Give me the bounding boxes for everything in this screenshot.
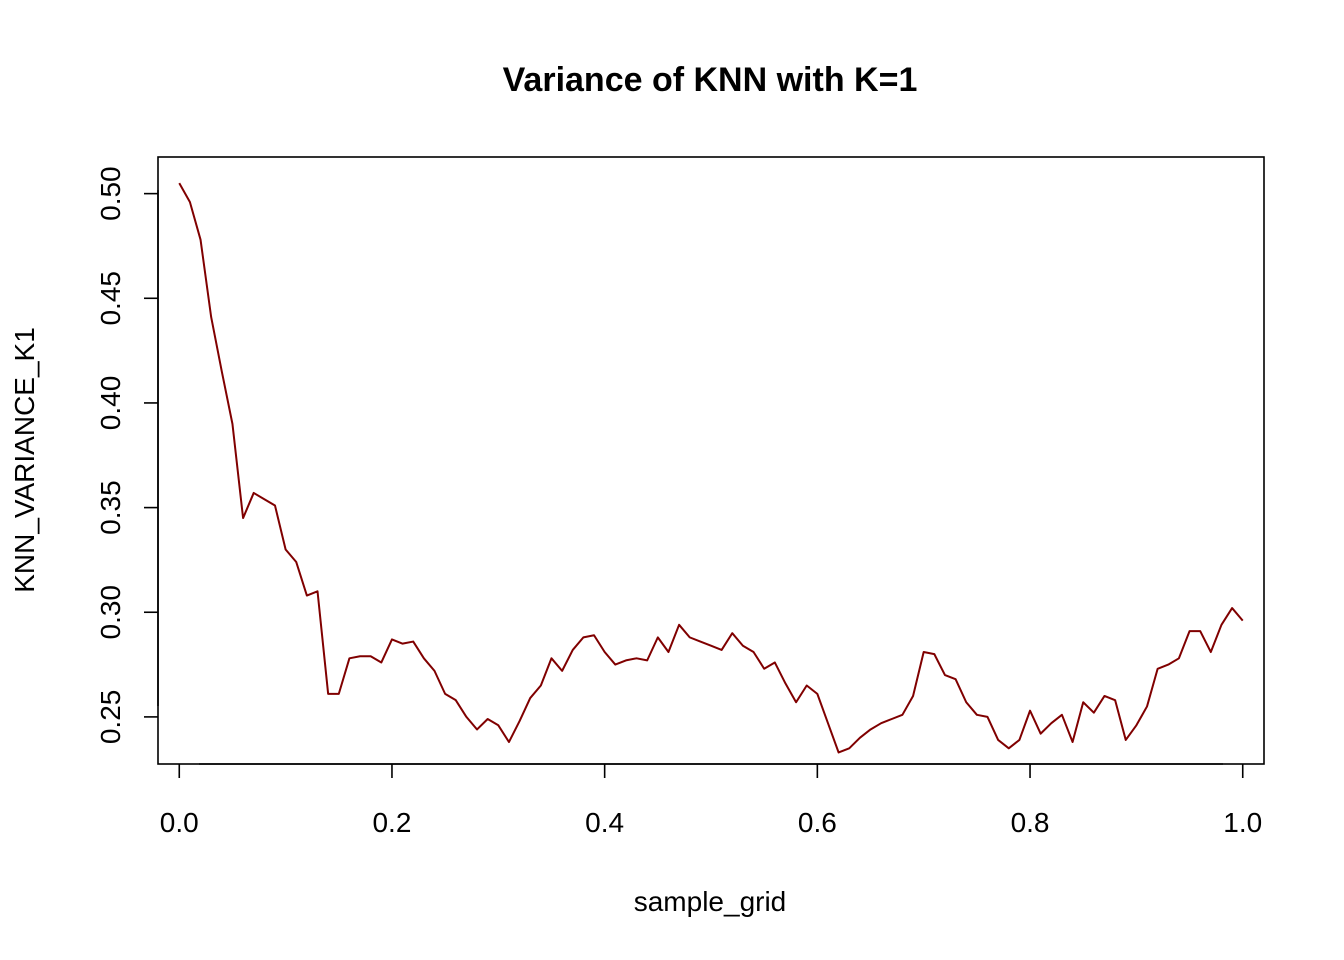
chart-title: Variance of KNN with K=1 [503, 61, 918, 99]
y-tick-label: 0.35 [95, 480, 126, 535]
plot-frame [157, 156, 1265, 765]
y-tick-label: 0.45 [95, 271, 126, 326]
x-axis: 0.0 0.2 0.4 0.6 0.8 1.0 [160, 763, 1262, 838]
y-tick-label: 0.25 [95, 690, 126, 745]
x-tick-label: 1.0 [1223, 807, 1262, 838]
x-tick-label: 0.0 [160, 807, 199, 838]
x-tick-label: 0.8 [1011, 807, 1050, 838]
x-axis-label: sample_grid [634, 886, 787, 917]
y-axis: 0.25 0.30 0.35 0.40 0.45 0.50 [95, 166, 159, 745]
x-tick-label: 0.2 [372, 807, 411, 838]
x-tick-label: 0.4 [585, 807, 624, 838]
series-layer [178, 182, 1244, 754]
y-axis-label: KNN_VARIANCE_K1 [9, 327, 40, 593]
y-tick-label: 0.30 [95, 585, 126, 640]
y-tick-label: 0.40 [95, 376, 126, 431]
x-tick-label: 0.6 [798, 807, 837, 838]
series-line [178, 182, 1244, 754]
y-tick-label: 0.50 [95, 166, 126, 221]
